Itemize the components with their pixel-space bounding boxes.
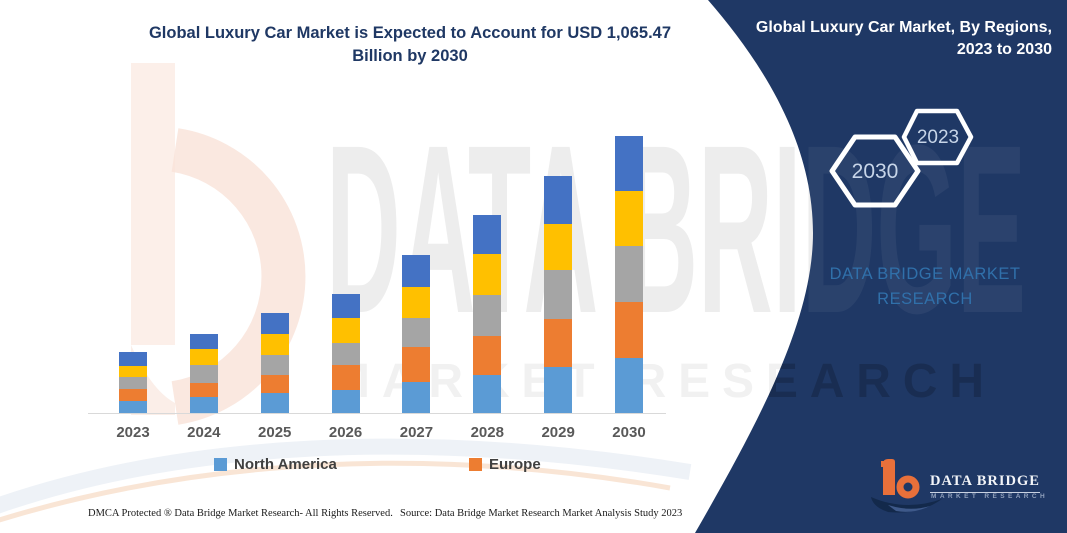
bar-segment-North America bbox=[544, 367, 573, 413]
panel-brand-watermark-line1: DATA BRIDGE MARKET bbox=[829, 265, 1021, 283]
bar-2026 bbox=[331, 294, 360, 413]
bar-segment-Europe bbox=[402, 347, 431, 382]
bar-segment-#4472C4 bbox=[614, 136, 643, 191]
hexagon-graphics bbox=[829, 108, 974, 208]
bar-segment-Europe bbox=[614, 302, 643, 358]
bar-segment-#FFC000 bbox=[544, 224, 573, 270]
bar-2027 bbox=[402, 255, 431, 413]
bar-segment-Europe bbox=[544, 319, 573, 367]
peach-b-watermark-icon bbox=[131, 63, 306, 425]
bar-segment-#4472C4 bbox=[544, 176, 573, 224]
x-axis-label-2024: 2024 bbox=[187, 424, 221, 441]
x-axis-label-2023: 2023 bbox=[116, 424, 150, 441]
panel-brand-watermark: DATA BRIDGE MARKET RESEARCH bbox=[805, 262, 1045, 312]
footer-source-text: Source: Data Bridge Market Research Mark… bbox=[400, 508, 683, 519]
bar-2030 bbox=[614, 136, 643, 413]
bar-2024 bbox=[189, 334, 218, 413]
bar-2029 bbox=[544, 176, 573, 413]
hexagon-2023-icon bbox=[901, 108, 974, 166]
bar-2028 bbox=[473, 215, 502, 413]
bar-segment-#A5A5A5 bbox=[189, 365, 218, 383]
bar-segment-#4472C4 bbox=[331, 294, 360, 318]
panel-title-line2: 2023 to 2030 bbox=[956, 41, 1052, 58]
bar-segment-#4472C4 bbox=[260, 313, 289, 334]
panel-brand-watermark-line2: RESEARCH bbox=[877, 290, 973, 308]
bar-segment-#4472C4 bbox=[119, 352, 147, 366]
x-axis-label-2027: 2027 bbox=[399, 424, 434, 441]
hexagon-2030-icon bbox=[829, 134, 921, 208]
bar-segment-#FFC000 bbox=[402, 287, 431, 318]
legend-label-north-america: North America bbox=[234, 456, 337, 473]
bar-segment-North America bbox=[119, 401, 147, 413]
x-axis-label-2030: 2030 bbox=[612, 424, 646, 441]
bar-segment-#4472C4 bbox=[402, 255, 431, 287]
legend-label-europe: Europe bbox=[489, 456, 541, 473]
logo-sub-text: MARKET RESEARCH bbox=[931, 493, 1049, 500]
bar-segment-North America bbox=[331, 390, 360, 413]
stacked-bar-chart bbox=[88, 120, 666, 413]
legend-item-north-america: North America bbox=[214, 456, 337, 473]
panel-title: Global Luxury Car Market, By Regions, 20… bbox=[728, 17, 1052, 61]
panel-title-line1: Global Luxury Car Market, By Regions, bbox=[755, 19, 1052, 36]
bar-segment-#FFC000 bbox=[119, 366, 147, 377]
bar-segment-North America bbox=[189, 397, 218, 413]
bar-segment-North America bbox=[614, 358, 643, 413]
bar-segment-#FFC000 bbox=[331, 318, 360, 343]
bar-segment-#A5A5A5 bbox=[473, 295, 502, 336]
bar-segment-#A5A5A5 bbox=[119, 377, 147, 389]
x-axis-label-2029: 2029 bbox=[541, 424, 575, 441]
footer-dmca-text: DMCA Protected ® Data Bridge Market Rese… bbox=[88, 508, 393, 519]
bar-segment-North America bbox=[260, 393, 289, 413]
bar-segment-#A5A5A5 bbox=[260, 355, 289, 375]
bar-2025 bbox=[260, 313, 289, 413]
logo-name-text: DATA BRIDGE bbox=[930, 473, 1040, 493]
hexagon-2030-label: 2030 bbox=[851, 160, 899, 183]
swoosh-watermark bbox=[0, 438, 692, 523]
bar-segment-#FFC000 bbox=[189, 349, 218, 365]
data-bridge-logo-icon bbox=[871, 459, 942, 513]
bar-segment-Europe bbox=[119, 389, 147, 401]
sub-text-watermark-on-panel: MARKET RESEARCH bbox=[330, 355, 1010, 408]
legend-swatch-europe bbox=[469, 458, 482, 471]
x-axis-label-2028: 2028 bbox=[470, 424, 504, 441]
bar-segment-#FFC000 bbox=[260, 334, 289, 355]
panel-background-shape bbox=[695, 0, 1067, 533]
bar-segment-North America bbox=[473, 375, 502, 413]
bar-segment-#A5A5A5 bbox=[614, 246, 643, 302]
bar-segment-Europe bbox=[260, 375, 289, 393]
bar-2023 bbox=[119, 352, 147, 413]
hexagon-2023-label: 2023 bbox=[916, 127, 960, 148]
bar-segment-#A5A5A5 bbox=[544, 270, 573, 319]
bar-segment-Europe bbox=[473, 336, 502, 375]
chart-title: Global Luxury Car Market is Expected to … bbox=[90, 22, 730, 68]
chart-title-line2: Billion by 2030 bbox=[352, 47, 468, 65]
bar-segment-Europe bbox=[331, 365, 360, 390]
bar-segment-#FFC000 bbox=[614, 191, 643, 246]
legend-item-europe: Europe bbox=[469, 456, 541, 473]
bar-segment-North America bbox=[402, 382, 431, 413]
chart-title-line1: Global Luxury Car Market is Expected to … bbox=[148, 24, 672, 42]
bar-segment-#A5A5A5 bbox=[402, 318, 431, 347]
bar-segment-#4472C4 bbox=[189, 334, 218, 349]
x-axis-label-2025: 2025 bbox=[258, 424, 292, 441]
bar-segment-#A5A5A5 bbox=[331, 343, 360, 365]
bar-segment-Europe bbox=[189, 383, 218, 397]
bar-segment-#4472C4 bbox=[473, 215, 502, 254]
x-axis-line bbox=[88, 413, 666, 414]
legend-swatch-north-america bbox=[214, 458, 227, 471]
x-axis-label-2026: 2026 bbox=[328, 424, 363, 441]
bar-segment-#FFC000 bbox=[473, 254, 502, 295]
